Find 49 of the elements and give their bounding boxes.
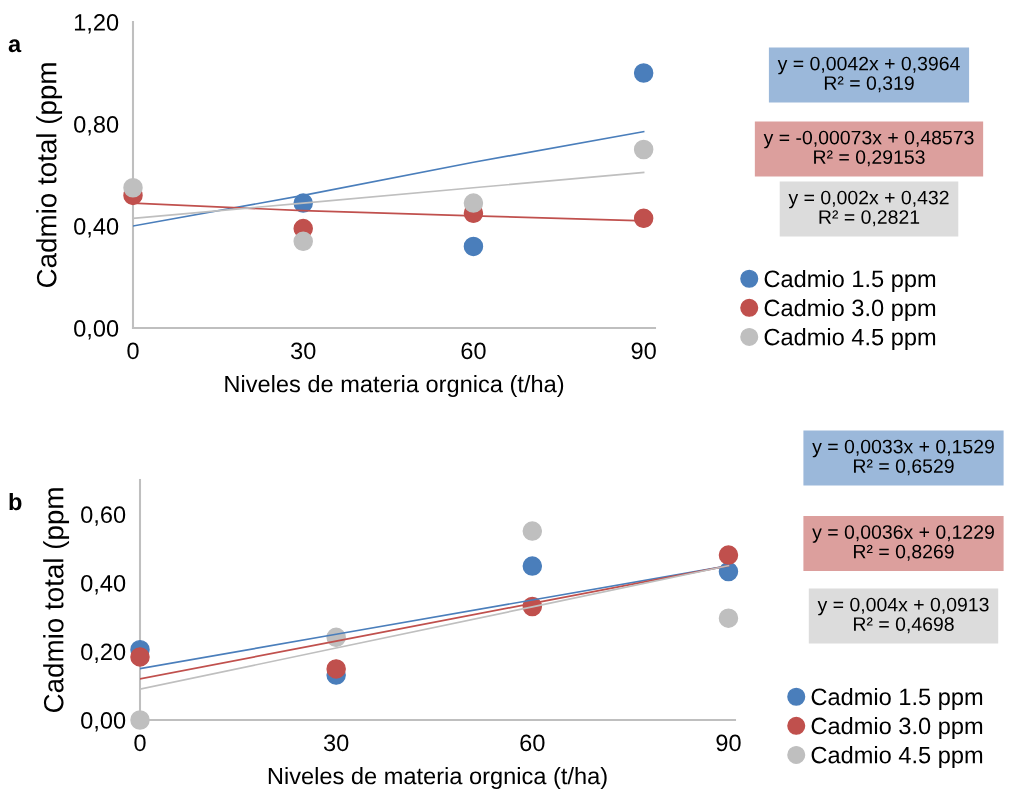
point	[123, 178, 143, 198]
x-tick-label: 30	[290, 342, 316, 360]
point	[718, 608, 739, 628]
text: a	[8, 39, 22, 53]
y-tick-label: 0,00	[81, 712, 126, 732]
x-tick-label: 0	[127, 342, 139, 360]
text: y = 0,0033x + 0,1529 R² = 0,6529	[812, 439, 994, 476]
legend-label: Cadmio 1.5 ppm	[811, 687, 983, 710]
y-tick-label: 1,20	[74, 14, 119, 34]
legend-label: Cadmio 1.5 ppm	[764, 269, 936, 292]
legend-label: Cadmio 3.0 ppm	[811, 716, 983, 740]
x-axis-title: Niveles de materia orgnica (t/ha)	[225, 375, 564, 398]
text: y = 0,0042x + 0,3964 R² = 0,319	[777, 56, 960, 93]
legend-label: Cadmio 4.5 ppm	[764, 328, 936, 351]
text: y = -0,00073x + 0,48573 R² = 0,29153	[763, 130, 974, 167]
y-tick-label: 0,20	[81, 643, 126, 664]
x-tick-label: 90	[716, 734, 741, 752]
point	[633, 63, 654, 83]
x-tick-label: 0	[134, 734, 146, 752]
text: y = 0,002x + 0,432 R² = 0,2821	[788, 190, 949, 227]
x-tick-label: 90	[631, 342, 656, 360]
y-tick-label: 0,00	[74, 320, 119, 340]
point	[293, 231, 313, 252]
point	[463, 236, 484, 257]
point	[633, 139, 654, 160]
text: y = 0,0036x + 0,1229 R² = 0,8269	[812, 525, 994, 561]
y-tick-label: 0,60	[81, 506, 126, 526]
point	[522, 521, 543, 541]
x-tick-label: 30	[323, 734, 349, 752]
point	[522, 556, 543, 576]
text: y = 0,004x + 0,0913 R² = 0,4698	[817, 597, 989, 634]
chart-title: b	[9, 492, 22, 511]
legend-label: Cadmio 4.5 ppm	[811, 746, 983, 769]
line-series	[133, 130, 645, 227]
point	[130, 710, 150, 730]
y-axis-title: Cadmio total (ppm	[43, 488, 70, 713]
y-tick-label: 0,40	[81, 574, 126, 595]
point	[633, 208, 654, 229]
y-tick-label: 0,40	[74, 218, 119, 238]
x-tick-label: 60	[520, 734, 545, 752]
point	[718, 545, 739, 565]
legend-label: Cadmio 3.0 ppm	[764, 299, 936, 322]
point	[326, 659, 346, 679]
y-axis-title: Cadmio total (ppm	[36, 63, 63, 288]
x-tick-label: 60	[461, 342, 486, 360]
point	[130, 647, 150, 667]
point	[463, 193, 484, 213]
y-tick-label: 0,80	[74, 116, 119, 136]
x-axis-title: Niveles de materia orgnica (t/ha)	[268, 767, 607, 790]
